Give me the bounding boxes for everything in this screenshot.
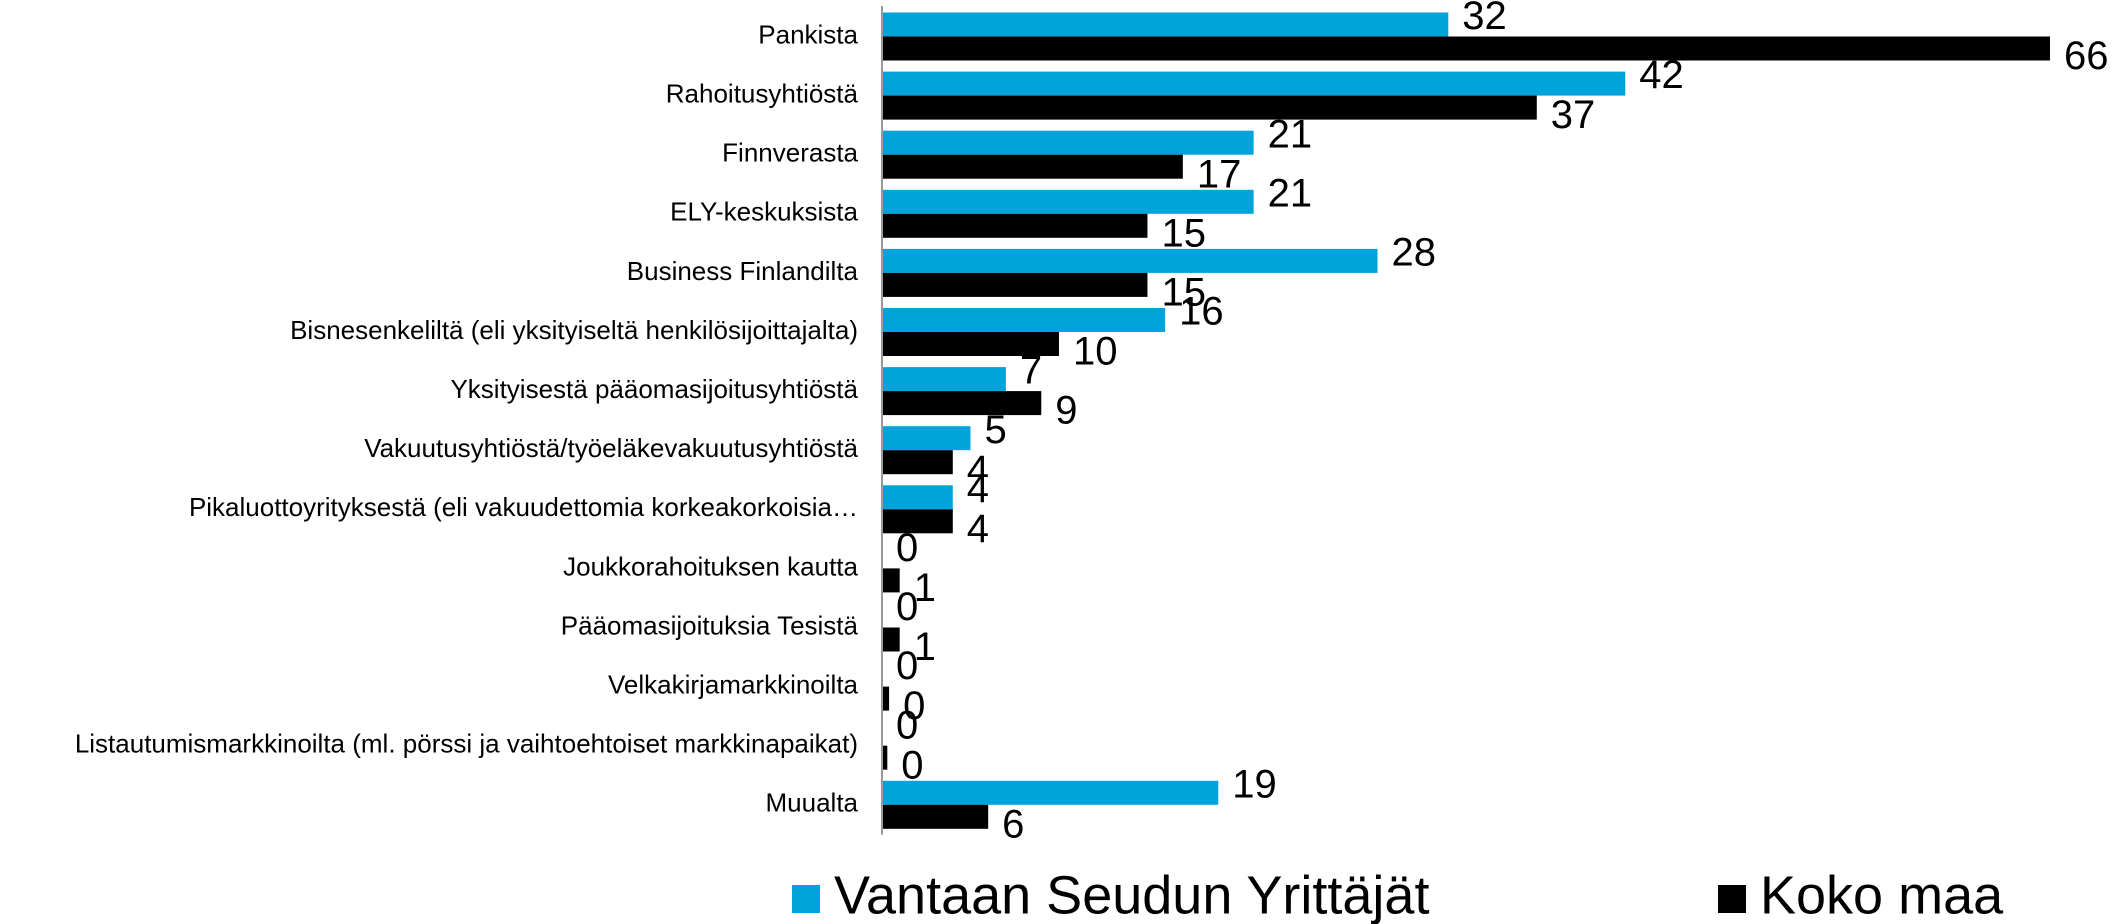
data-label: 4 [967, 448, 989, 492]
data-label: 42 [1639, 53, 1684, 97]
category-label: Velkakirjamarkkinoilta [608, 669, 859, 699]
category-label: Rahoitusyhtiöstä [666, 78, 859, 108]
bar [882, 426, 971, 451]
bar [882, 248, 1378, 273]
data-label: 0 [901, 743, 923, 787]
data-label: 15 [1161, 211, 1206, 255]
data-label: 1 [914, 625, 936, 669]
data-label: 66 [2064, 34, 2109, 78]
data-label: 32 [1462, 0, 1507, 38]
bar [882, 154, 1183, 179]
data-label: 37 [1551, 93, 1596, 137]
bar [882, 780, 1219, 805]
data-label: 4 [967, 507, 989, 551]
bar [882, 509, 953, 534]
data-label: 0 [896, 644, 918, 688]
category-label: Listautumismarkkinoilta (ml. pörssi ja v… [75, 729, 858, 759]
data-label: 15 [1161, 270, 1206, 314]
bar [882, 130, 1254, 155]
bar [882, 450, 953, 475]
bar [882, 568, 900, 593]
category-label: Pääomasijoituksia Tesistä [561, 610, 859, 640]
legend-swatch [792, 885, 820, 913]
data-label: 21 [1268, 171, 1313, 215]
bar [882, 332, 1059, 356]
category-label: Business Finlandilta [627, 256, 859, 286]
bar [882, 391, 1042, 416]
data-label: 7 [1020, 349, 1042, 393]
legend-label: Vantaan Seudun Yrittäjät [834, 865, 1429, 924]
category-label: ELY-keskuksista [670, 197, 858, 227]
bar [882, 686, 890, 711]
data-label: 1 [914, 566, 936, 610]
bar [882, 367, 1006, 392]
data-label: 16 [1179, 290, 1224, 334]
category-label: Finnverasta [722, 138, 858, 168]
bar [882, 95, 1537, 120]
bar [882, 272, 1148, 297]
data-label: 9 [1055, 389, 1077, 433]
category-label: Joukkorahoituksen kautta [563, 551, 858, 581]
data-label: 0 [896, 526, 918, 570]
bar [882, 12, 1449, 37]
bar [882, 71, 1626, 96]
bar [882, 627, 900, 652]
category-label: Pankista [758, 19, 858, 49]
data-label: 6 [1002, 802, 1024, 846]
data-label: 10 [1073, 330, 1118, 374]
data-label: 0 [903, 684, 925, 728]
category-label: Pikaluottoyrityksestä (eli vakuudettomia… [189, 492, 858, 522]
category-label: Bisnesenkeliltä (eli yksityiseltä henkil… [290, 315, 858, 345]
bar [882, 485, 953, 510]
data-label: 21 [1268, 112, 1313, 156]
bar [882, 308, 1166, 332]
category-label: Muualta [766, 788, 859, 818]
bar [882, 189, 1254, 214]
bar [882, 745, 888, 770]
data-label: 4 [967, 467, 989, 511]
legend-swatch [1718, 885, 1746, 913]
data-label: 0 [896, 703, 918, 747]
data-label: 0 [896, 585, 918, 629]
category-label: Vakuutusyhtiöstä/työeläkevakuutusyhtiöst… [364, 433, 858, 463]
bar [882, 36, 2050, 61]
data-label: 19 [1232, 762, 1277, 806]
data-label: 28 [1392, 230, 1437, 274]
data-label: 5 [984, 408, 1006, 452]
bar [882, 804, 989, 829]
data-label: 17 [1197, 152, 1242, 196]
category-label: Yksityisestä pääomasijoitusyhtiöstä [450, 374, 858, 404]
legend-label: Koko maa [1760, 865, 2004, 924]
bar [882, 213, 1148, 238]
